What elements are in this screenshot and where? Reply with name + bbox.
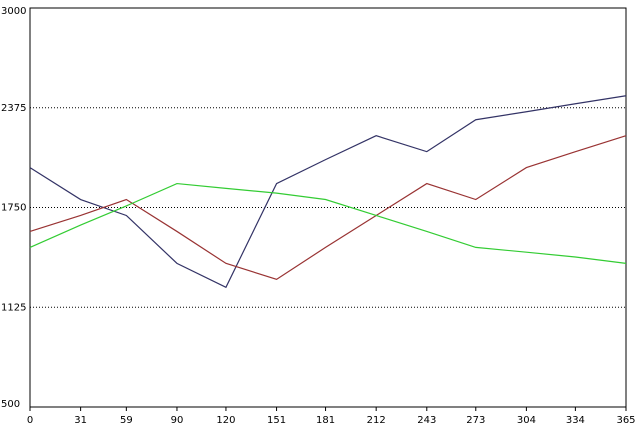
x-tick-label: 0 bbox=[27, 415, 33, 426]
y-tick-label: 500 bbox=[1, 399, 20, 410]
x-tick-label: 31 bbox=[74, 415, 87, 426]
x-tick-label: 365 bbox=[616, 415, 635, 426]
y-tick-label: 1750 bbox=[1, 203, 26, 214]
x-tick-label: 181 bbox=[316, 415, 335, 426]
x-tick-label: 90 bbox=[171, 415, 184, 426]
x-tick-label: 334 bbox=[566, 415, 585, 426]
x-tick-label: 120 bbox=[216, 415, 235, 426]
x-tick-label: 243 bbox=[417, 415, 436, 426]
x-tick-label: 212 bbox=[367, 415, 386, 426]
x-tick-label: 151 bbox=[267, 415, 286, 426]
x-tick-label: 304 bbox=[517, 415, 536, 426]
series-line bbox=[29, 135, 627, 280]
y-tick-label: 1125 bbox=[1, 302, 26, 313]
series-line bbox=[29, 95, 627, 289]
y-tick-label: 3000 bbox=[1, 6, 26, 17]
x-tick-label: 273 bbox=[466, 415, 485, 426]
series-line bbox=[29, 182, 627, 264]
x-tick-label: 59 bbox=[120, 415, 133, 426]
y-tick-label: 2375 bbox=[1, 103, 26, 114]
